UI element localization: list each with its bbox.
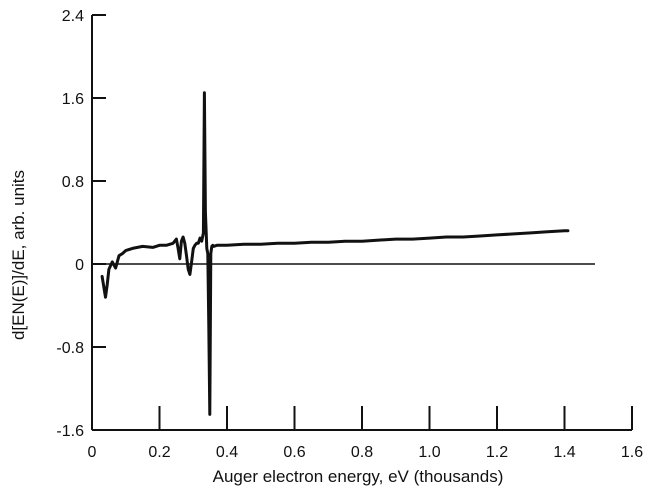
x-tick-label: 1.4 bbox=[553, 444, 575, 461]
series-line bbox=[100, 91, 570, 416]
y-tick-label: 1.6 bbox=[62, 91, 84, 108]
plot-area: -1.6 -0.8 0 0.8 1.6 2.4 0 0.2 0.4 0.6 0.8 1.0 1.2 1.4… bbox=[56, 8, 643, 461]
x-tick-label: 1.6 bbox=[621, 444, 643, 461]
y-tick-label: -0.8 bbox=[56, 340, 84, 357]
x-tick-label: 0.2 bbox=[148, 444, 170, 461]
x-tick-label: 0 bbox=[88, 444, 97, 461]
x-tick-label: 1.0 bbox=[418, 444, 440, 461]
y-tick-label: 0 bbox=[75, 257, 84, 274]
x-tick-label: 0.4 bbox=[216, 444, 238, 461]
y-tick-label: 2.4 bbox=[62, 8, 84, 25]
y-tick-label: -1.6 bbox=[56, 423, 84, 440]
x-axis-label: Auger electron energy, eV (thousands) bbox=[213, 467, 504, 486]
y-tick-label: 0.8 bbox=[62, 174, 84, 191]
x-tick-label: 0.8 bbox=[351, 444, 373, 461]
x-tick-label: 0.6 bbox=[283, 444, 305, 461]
y-axis-label: d[EN(E)]/dE, arb. units bbox=[9, 170, 28, 340]
x-tick-label: 1.2 bbox=[486, 444, 508, 461]
